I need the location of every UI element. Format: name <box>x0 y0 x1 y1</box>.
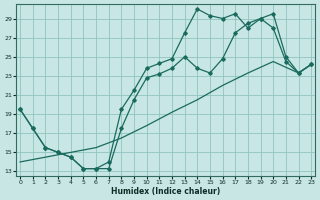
X-axis label: Humidex (Indice chaleur): Humidex (Indice chaleur) <box>111 187 220 196</box>
